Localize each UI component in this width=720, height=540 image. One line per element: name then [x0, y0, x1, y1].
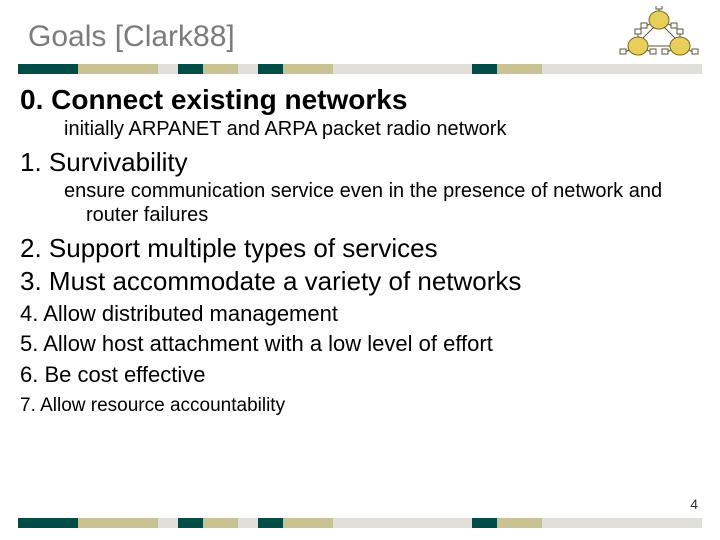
stripe-segment: [238, 64, 258, 74]
stripe-segment: [472, 64, 497, 74]
accent-stripe-bottom: [18, 518, 702, 528]
accent-stripe-top: [18, 64, 702, 74]
stripe-segment: [18, 518, 78, 528]
stripe-segment: [542, 64, 702, 74]
stripe-segment: [178, 518, 203, 528]
goal-0-sub: initially ARPANET and ARPA packet radio …: [64, 118, 700, 141]
goal-1-heading: 1. Survivability: [20, 147, 700, 178]
goal-7-heading: 7. Allow resource accountability: [20, 395, 700, 417]
goal-1-sub: ensure communication service even in the…: [64, 180, 696, 227]
stripe-segment: [542, 518, 702, 528]
stripe-segment: [158, 64, 178, 74]
goal-3-heading: 3. Must accommodate a variety of network…: [20, 266, 700, 297]
stripe-segment: [178, 64, 203, 74]
stripe-segment: [203, 518, 238, 528]
goal-2-heading: 2. Support multiple types of services: [20, 233, 700, 264]
page-number: 4: [690, 496, 698, 512]
slide-title: Goals [Clark88]: [28, 20, 235, 54]
goal-4-heading: 4. Allow distributed management: [20, 301, 700, 328]
stripe-segment: [333, 64, 473, 74]
goal-6-heading: 6. Be cost effective: [20, 362, 700, 389]
stripe-segment: [78, 64, 158, 74]
stripe-segment: [283, 518, 333, 528]
stripe-segment: [78, 518, 158, 528]
stripe-segment: [258, 64, 283, 74]
slide: Goals [Clark88]: [0, 0, 720, 540]
stripe-segment: [258, 518, 283, 528]
stripe-segment: [283, 64, 333, 74]
stripe-segment: [18, 64, 78, 74]
stripe-segment: [497, 518, 542, 528]
network-diagram-icon: [616, 6, 702, 62]
stripe-segment: [333, 518, 473, 528]
stripe-segment: [497, 64, 542, 74]
stripe-segment: [472, 518, 497, 528]
goal-0-heading: 0. Connect existing networks: [20, 84, 700, 116]
content-area: 0. Connect existing networks initially A…: [20, 82, 700, 417]
stripe-segment: [203, 64, 238, 74]
stripe-segment: [158, 518, 178, 528]
goal-5-heading: 5. Allow host attachment with a low leve…: [20, 331, 700, 358]
stripe-segment: [238, 518, 258, 528]
